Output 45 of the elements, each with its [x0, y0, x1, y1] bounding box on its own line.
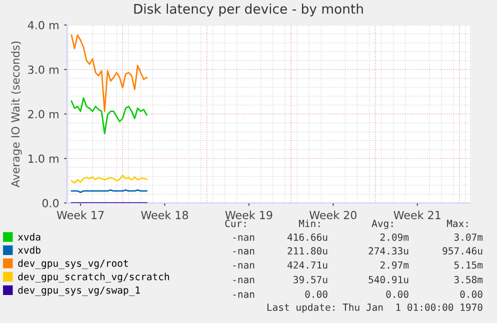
text: -nan [233, 292, 254, 298]
text: Max: [446, 220, 468, 228]
text: -nan [233, 248, 254, 255]
line-series [70, 97, 148, 134]
text: 540.91u [368, 276, 408, 284]
text: -nan [233, 235, 254, 241]
chart-title: Disk latency per device - by month [134, 4, 363, 16]
text: 2.09m [380, 233, 409, 241]
legend-label: dev_gpu_sys_vg/swap_1 [18, 286, 140, 296]
text: Last update: Thu Jan 1 01:00:00 1970 [267, 303, 482, 313]
text: 3.58m [454, 276, 483, 284]
x-tick-label: Week 19 [225, 210, 272, 220]
text: 211.80u [288, 247, 328, 255]
legend-label: xvda [18, 233, 40, 241]
x-tick-label: Week 21 [394, 210, 440, 220]
text: 39.57u [294, 276, 328, 284]
y-tick-label: 0.0 [42, 198, 59, 208]
text: 274.33u [368, 247, 408, 255]
x-tick-label: Week 17 [56, 210, 104, 220]
text: Cur: [225, 220, 246, 228]
legend-label: dev_gpu_scratch_vg/scratch [18, 272, 169, 282]
legend-label: dev_gpu_sys_vg/root [18, 259, 128, 270]
y-tick-label: 4.0 m [28, 20, 58, 30]
x-tick-label: Week 18 [141, 210, 188, 220]
y-tick-label: 2.0 m [28, 110, 58, 118]
text: 0.00 [305, 290, 328, 298]
text: -nan [233, 278, 254, 284]
text: 416.66u [288, 233, 328, 241]
text: 3.07m [454, 233, 483, 241]
line-series [70, 174, 148, 184]
text: 0.00 [460, 290, 482, 298]
text: Min: [298, 220, 320, 228]
y-axis-title: Average IO Wait (seconds) [11, 42, 22, 188]
text: 5.15m [454, 261, 483, 269]
text: -nan [233, 263, 254, 269]
text: 0.00 [386, 290, 408, 298]
x-tick-label: Week 20 [309, 210, 356, 220]
line-series [70, 34, 148, 112]
legend-label: xvdb [18, 246, 40, 254]
text: 424.71u [288, 261, 328, 269]
text: 957.46u [442, 247, 482, 255]
y-tick-label: 3.0 m [28, 65, 58, 74]
y-tick-label: 1.0 m [28, 154, 58, 163]
text: 2.97m [380, 261, 409, 269]
text: Avg: [372, 220, 393, 230]
